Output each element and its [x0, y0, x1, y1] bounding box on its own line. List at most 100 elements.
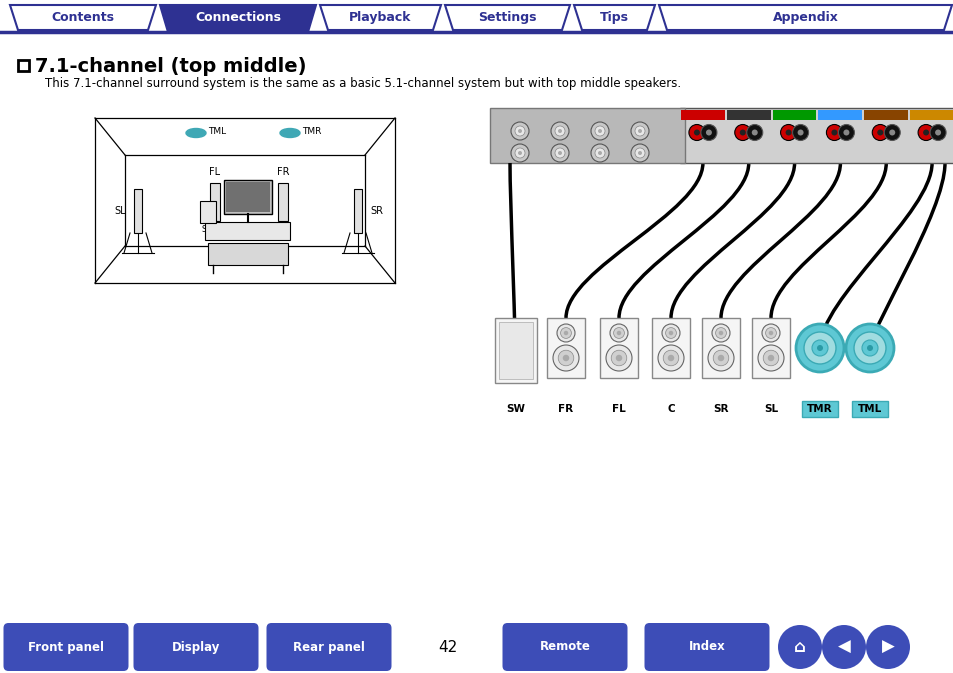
- FancyBboxPatch shape: [266, 623, 391, 671]
- Circle shape: [765, 328, 776, 339]
- Text: Tips: Tips: [599, 11, 628, 24]
- Circle shape: [842, 129, 848, 135]
- Circle shape: [605, 345, 631, 371]
- Text: ▶: ▶: [881, 638, 893, 656]
- Circle shape: [923, 129, 928, 135]
- Text: FR: FR: [276, 167, 289, 177]
- Circle shape: [877, 129, 882, 135]
- Circle shape: [705, 129, 711, 135]
- FancyBboxPatch shape: [498, 322, 533, 379]
- Text: Index: Index: [688, 641, 724, 653]
- Text: 7.1-channel (top middle): 7.1-channel (top middle): [35, 57, 306, 75]
- FancyBboxPatch shape: [502, 623, 627, 671]
- Circle shape: [853, 332, 885, 364]
- Polygon shape: [574, 5, 655, 30]
- FancyBboxPatch shape: [679, 108, 953, 163]
- Circle shape: [811, 340, 827, 356]
- Circle shape: [700, 125, 716, 141]
- Text: SL: SL: [763, 404, 778, 414]
- Circle shape: [638, 129, 641, 133]
- Circle shape: [831, 129, 837, 135]
- Circle shape: [734, 125, 750, 141]
- FancyBboxPatch shape: [726, 110, 770, 120]
- Circle shape: [767, 355, 774, 361]
- Polygon shape: [160, 5, 315, 32]
- Circle shape: [517, 151, 521, 155]
- Circle shape: [551, 122, 568, 140]
- FancyBboxPatch shape: [205, 222, 291, 240]
- Text: Playback: Playback: [349, 11, 412, 24]
- Text: ◀: ◀: [837, 638, 849, 656]
- Circle shape: [515, 126, 524, 136]
- Circle shape: [615, 355, 621, 361]
- Circle shape: [792, 125, 808, 141]
- Text: SR: SR: [370, 206, 382, 216]
- Circle shape: [598, 151, 601, 155]
- Text: Contents: Contents: [51, 11, 114, 24]
- FancyBboxPatch shape: [133, 189, 142, 233]
- Circle shape: [613, 328, 624, 339]
- Circle shape: [711, 324, 729, 342]
- Circle shape: [778, 625, 821, 669]
- Circle shape: [553, 345, 578, 371]
- FancyBboxPatch shape: [751, 318, 789, 378]
- FancyBboxPatch shape: [226, 182, 270, 212]
- Circle shape: [715, 328, 725, 339]
- Circle shape: [761, 324, 780, 342]
- Circle shape: [609, 324, 627, 342]
- FancyBboxPatch shape: [818, 110, 862, 120]
- Circle shape: [883, 125, 900, 141]
- Circle shape: [562, 355, 569, 361]
- FancyBboxPatch shape: [490, 108, 684, 163]
- Text: TML: TML: [857, 404, 882, 414]
- Text: Front panel: Front panel: [28, 641, 104, 653]
- Ellipse shape: [186, 129, 206, 137]
- Circle shape: [638, 151, 641, 155]
- Circle shape: [598, 129, 601, 133]
- FancyBboxPatch shape: [701, 318, 740, 378]
- Circle shape: [718, 330, 722, 335]
- Circle shape: [555, 148, 564, 158]
- Text: Appendix: Appendix: [772, 11, 838, 24]
- Circle shape: [707, 345, 733, 371]
- Circle shape: [563, 330, 568, 335]
- Text: Connections: Connections: [194, 11, 281, 24]
- Circle shape: [555, 126, 564, 136]
- Text: FL: FL: [210, 167, 220, 177]
- Circle shape: [635, 126, 644, 136]
- Circle shape: [871, 125, 887, 141]
- Circle shape: [558, 129, 561, 133]
- Circle shape: [762, 350, 778, 366]
- Circle shape: [511, 144, 529, 162]
- FancyBboxPatch shape: [851, 401, 887, 417]
- Circle shape: [616, 330, 620, 335]
- Circle shape: [658, 345, 683, 371]
- Circle shape: [751, 129, 757, 135]
- Text: FL: FL: [612, 404, 625, 414]
- Circle shape: [630, 144, 648, 162]
- Circle shape: [803, 332, 835, 364]
- Circle shape: [693, 129, 700, 135]
- FancyBboxPatch shape: [801, 401, 837, 417]
- Circle shape: [717, 355, 723, 361]
- Text: TMR: TMR: [806, 404, 832, 414]
- Text: This 7.1-channel surround system is the same as a basic 5.1-channel system but w: This 7.1-channel surround system is the …: [45, 77, 680, 90]
- FancyBboxPatch shape: [651, 318, 689, 378]
- FancyBboxPatch shape: [210, 183, 220, 221]
- FancyBboxPatch shape: [200, 201, 215, 223]
- Circle shape: [784, 129, 791, 135]
- Circle shape: [595, 126, 604, 136]
- Text: SL: SL: [114, 206, 126, 216]
- Text: 42: 42: [438, 639, 457, 655]
- Circle shape: [667, 355, 674, 361]
- Polygon shape: [10, 5, 156, 30]
- Circle shape: [515, 148, 524, 158]
- Circle shape: [611, 350, 626, 366]
- Circle shape: [665, 328, 676, 339]
- Polygon shape: [444, 5, 569, 30]
- Circle shape: [865, 625, 909, 669]
- Circle shape: [688, 125, 704, 141]
- Circle shape: [668, 330, 673, 335]
- Text: TML: TML: [208, 127, 226, 137]
- Text: Settings: Settings: [477, 11, 537, 24]
